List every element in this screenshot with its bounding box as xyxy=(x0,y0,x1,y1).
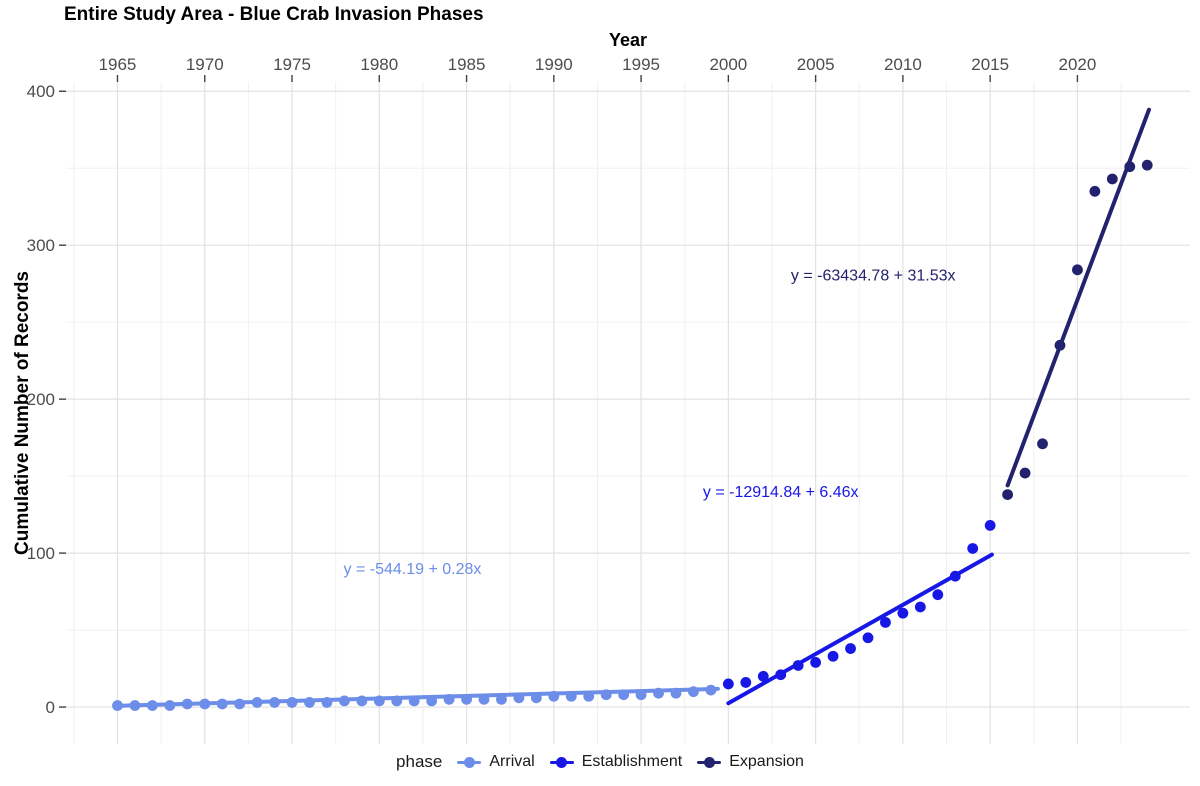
data-point-arrival xyxy=(146,700,158,711)
data-point-arrival xyxy=(513,692,525,704)
data-point-arrival xyxy=(618,689,630,701)
data-point-arrival xyxy=(373,695,385,707)
legend-item-expansion: Expansion xyxy=(697,753,804,771)
data-point-arrival xyxy=(129,700,141,711)
x-tick-label: 2020 xyxy=(1059,55,1097,74)
data-point-arrival xyxy=(286,697,298,708)
x-tick-label: 1995 xyxy=(622,55,660,74)
data-point-arrival xyxy=(496,693,507,705)
data-point-establishment xyxy=(740,677,752,688)
data-point-arrival xyxy=(216,698,228,710)
data-point-arrival xyxy=(583,690,595,702)
data-point-arrival xyxy=(181,698,193,710)
legend: phase Arrival Establishment Expansion xyxy=(0,752,1200,772)
x-tick-label: 1975 xyxy=(273,55,311,74)
data-point-arrival xyxy=(478,693,490,705)
fit-line-establishment xyxy=(726,552,994,706)
y-tick-label: 100 xyxy=(27,544,55,563)
legend-label: Establishment xyxy=(581,753,683,770)
fit-line-expansion xyxy=(1005,107,1151,488)
data-point-arrival xyxy=(234,698,246,710)
chart-title: Entire Study Area - Blue Crab Invasion P… xyxy=(64,4,484,25)
data-point-expansion xyxy=(1054,339,1066,351)
x-axis-title: Year xyxy=(608,30,648,50)
data-point-arrival xyxy=(304,697,315,708)
data-point-arrival xyxy=(164,700,176,711)
data-point-expansion xyxy=(1072,264,1083,276)
x-tick-label: 1965 xyxy=(99,55,137,74)
data-point-expansion xyxy=(1124,161,1136,173)
data-point-arrival xyxy=(548,690,560,702)
y-tick-label: 200 xyxy=(27,390,55,409)
x-tick-label: 1985 xyxy=(448,55,486,74)
data-point-arrival xyxy=(199,698,211,710)
data-point-expansion xyxy=(1037,438,1048,450)
legend-label: Arrival xyxy=(489,753,535,770)
x-tick-label: 2015 xyxy=(971,55,1009,74)
data-point-expansion xyxy=(1002,489,1014,500)
data-point-arrival xyxy=(408,695,420,707)
data-point-arrival xyxy=(688,686,699,698)
y-tick-label: 400 xyxy=(27,82,55,101)
legend-key-icon xyxy=(549,756,574,768)
data-point-establishment xyxy=(775,669,787,681)
data-point-arrival xyxy=(653,687,664,699)
data-point-arrival xyxy=(112,700,123,711)
data-point-establishment xyxy=(862,632,874,644)
data-point-arrival xyxy=(426,695,438,707)
data-point-arrival xyxy=(705,684,717,696)
legend-key-icon xyxy=(697,756,722,768)
y-tick-label: 0 xyxy=(46,698,55,717)
legend-item-arrival: Arrival xyxy=(457,753,535,771)
legend-item-establishment: Establishment xyxy=(549,753,683,771)
data-point-establishment xyxy=(914,601,926,613)
data-point-establishment xyxy=(984,519,996,531)
data-point-arrival xyxy=(565,690,577,702)
data-point-arrival xyxy=(670,687,682,699)
data-point-arrival xyxy=(461,693,472,705)
data-point-establishment xyxy=(827,650,839,662)
equation-label-expansion: y = -63434.78 + 31.53x xyxy=(791,268,956,285)
data-point-establishment xyxy=(880,616,891,628)
x-tick-label: 2005 xyxy=(797,55,835,74)
data-point-establishment xyxy=(949,570,961,582)
data-point-establishment xyxy=(932,589,944,601)
data-point-establishment xyxy=(757,670,769,682)
data-point-expansion xyxy=(1019,467,1031,479)
equation-label-arrival: y = -544.19 + 0.28x xyxy=(344,561,482,578)
data-point-arrival xyxy=(338,695,350,707)
x-tick-label: 2000 xyxy=(709,55,747,74)
x-tick-label: 1970 xyxy=(186,55,224,74)
data-point-arrival xyxy=(391,695,403,707)
data-point-arrival xyxy=(356,695,368,707)
data-point-establishment xyxy=(845,643,856,654)
data-point-arrival xyxy=(443,693,455,705)
data-point-establishment xyxy=(967,543,979,554)
data-point-arrival xyxy=(635,689,647,701)
data-point-establishment xyxy=(897,607,909,619)
legend-label: Expansion xyxy=(729,753,804,770)
data-point-expansion xyxy=(1089,185,1101,197)
x-tick-label: 1990 xyxy=(535,55,573,74)
y-axis-title: Cumulative Number of Records xyxy=(12,271,33,555)
data-point-expansion xyxy=(1106,173,1118,185)
legend-key-icon xyxy=(457,756,482,768)
data-point-arrival xyxy=(530,692,542,704)
x-tick-label: 2010 xyxy=(884,55,922,74)
y-tick-label: 300 xyxy=(27,236,55,255)
data-point-arrival xyxy=(269,697,280,708)
legend-title: phase xyxy=(396,752,443,771)
data-point-establishment xyxy=(722,678,734,690)
data-point-expansion xyxy=(1141,159,1153,171)
equation-label-establishment: y = -12914.84 + 6.46x xyxy=(703,484,859,501)
x-tick-label: 1980 xyxy=(360,55,398,74)
data-point-establishment xyxy=(810,657,822,668)
data-point-arrival xyxy=(251,697,263,708)
data-point-arrival xyxy=(321,697,333,708)
data-point-establishment xyxy=(792,660,804,671)
data-point-arrival xyxy=(600,689,612,701)
